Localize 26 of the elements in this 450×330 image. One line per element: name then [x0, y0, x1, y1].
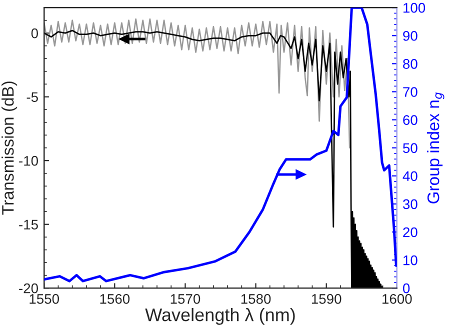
- y2-tick-label: 60: [403, 115, 418, 125]
- x-tick-label: 1550: [30, 294, 60, 304]
- y2-axis-title: Group index n$_{g}$: [427, 92, 444, 204]
- y2-tick-label: 80: [403, 59, 418, 69]
- line-series: [44, 18, 350, 149]
- y-tick-label: -5: [26, 92, 38, 102]
- y2-tick-label: 30: [402, 199, 418, 210]
- y2-tick-label: 50: [403, 143, 418, 154]
- y2-tick-label: 0: [403, 283, 410, 294]
- x-tick-label: 1580: [241, 294, 271, 304]
- y2-tick-label: 70: [403, 87, 418, 97]
- y-tick-label: -10: [19, 156, 38, 166]
- x-axis-title: Wavelength λ (nm): [145, 308, 295, 325]
- y-axis-title: Transmission (dB): [2, 82, 18, 215]
- x-tick-label: 1560: [100, 294, 130, 304]
- y2-tick-label: 20: [403, 227, 418, 238]
- y2-tick-label: 10: [404, 255, 418, 266]
- y2-tick-label: 40: [402, 171, 418, 182]
- x-tick-label: 1590: [312, 294, 342, 304]
- x-tick-label: 1570: [170, 294, 200, 304]
- y-tick-label: -20: [19, 283, 38, 294]
- y2-tick-label: 90: [403, 30, 418, 41]
- y2-tick-label: 100: [404, 2, 426, 13]
- y-tick-label: 0: [31, 28, 38, 38]
- y-tick-label: -15: [19, 220, 38, 230]
- x-tick-label: 1600: [382, 294, 412, 304]
